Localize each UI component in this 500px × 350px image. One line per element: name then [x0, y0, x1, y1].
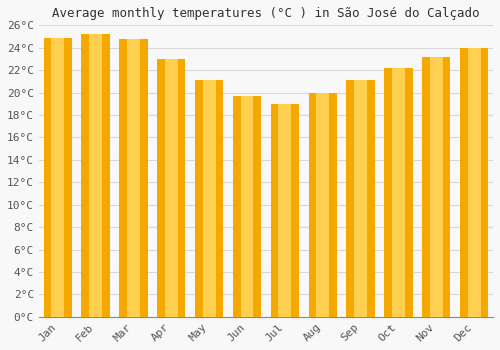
Bar	[44, 37, 72, 317]
Bar	[316, 92, 329, 317]
Bar	[278, 104, 291, 317]
Bar	[468, 48, 480, 317]
Bar	[119, 39, 148, 317]
Bar	[195, 80, 224, 317]
Title: Average monthly temperatures (°C ) in São José do Calçado: Average monthly temperatures (°C ) in Sã…	[52, 7, 480, 20]
Bar	[430, 57, 442, 317]
Bar	[157, 59, 186, 317]
Bar	[422, 57, 450, 317]
Bar	[82, 34, 110, 317]
Bar	[52, 37, 64, 317]
Bar	[203, 80, 215, 317]
Bar	[308, 92, 337, 317]
Bar	[392, 68, 405, 317]
Bar	[240, 96, 254, 317]
Bar	[233, 96, 261, 317]
Bar	[354, 80, 367, 317]
Bar	[460, 48, 488, 317]
Bar	[165, 59, 177, 317]
Bar	[89, 34, 102, 317]
Bar	[270, 104, 299, 317]
Bar	[384, 68, 412, 317]
Bar	[127, 39, 140, 317]
Bar	[346, 80, 375, 317]
